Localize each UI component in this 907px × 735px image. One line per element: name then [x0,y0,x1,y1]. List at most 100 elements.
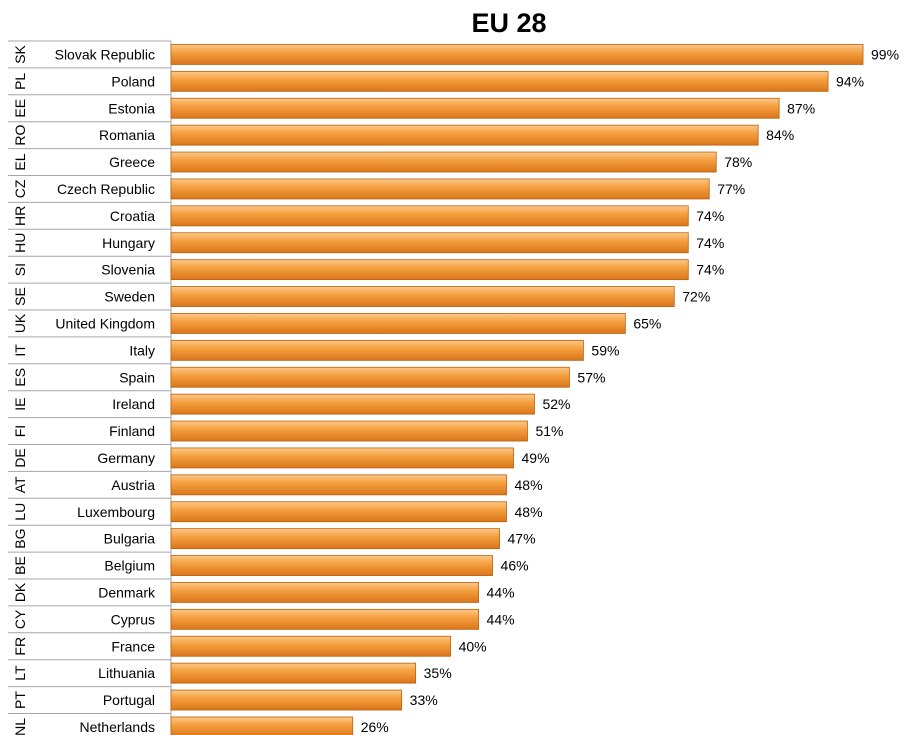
bar [170,151,717,173]
country-code-label: IT [12,344,28,357]
country-code-label: HR [12,206,28,226]
value-label: 48% [515,504,543,520]
value-label: 99% [871,46,899,62]
value-label: 47% [508,531,536,547]
category-label: Luxembourg [77,504,155,520]
value-label: 44% [487,584,515,600]
country-code-label: IE [12,398,28,411]
bar [170,313,626,334]
country-code-label: CY [12,609,28,629]
bar [170,555,493,576]
category-label: Finland [109,423,155,439]
category-label: Romania [99,127,155,143]
value-label: 51% [535,423,563,439]
category-label: Portugal [103,692,155,708]
value-label: 35% [424,665,452,681]
bar [170,70,829,92]
value-label: 57% [577,369,605,385]
category-label: Ireland [112,396,155,412]
category-label: Italy [129,342,155,358]
country-code-label: LT [12,665,28,681]
category-label: Czech Republic [57,181,155,197]
category-label: Estonia [108,100,155,116]
bar [170,232,689,254]
category-label-panel: SK Slovak Republic PL Poland EE Estonia RO Roma… [8,40,172,735]
value-label: 52% [542,396,570,412]
country-code-label: PL [12,73,28,90]
category-label: Germany [97,450,155,466]
bar [170,582,479,603]
country-code-label: BG [12,529,28,549]
bar [170,97,780,119]
country-code-label: SE [12,287,28,306]
category-label: Poland [111,73,155,89]
country-code-label: EL [12,153,28,170]
bar [170,501,507,523]
value-label: 94% [836,73,864,89]
value-label: 40% [459,638,487,654]
value-label: 84% [766,127,794,143]
country-code-label: FR [12,637,28,656]
bar [170,393,535,415]
value-label: 48% [515,477,543,493]
country-code-label: AT [12,476,28,493]
country-code-label: DE [12,448,28,467]
category-label: Lithuania [98,665,155,681]
bar [170,420,528,442]
country-code-label: ES [12,368,28,387]
bar [170,44,864,65]
category-label: Slovak Republic [55,46,155,62]
value-label: 59% [591,342,619,358]
value-label: 26% [361,719,389,735]
category-label: Slovenia [101,262,155,278]
value-label: 49% [522,450,550,466]
category-label: Hungary [102,235,155,251]
country-code-label: RO [12,125,28,146]
value-label: 46% [501,558,529,574]
country-code-label: HU [12,233,28,253]
bar [170,716,354,735]
country-code-label: DK [12,582,28,602]
category-label: Bulgaria [104,531,156,547]
value-label: 44% [487,611,515,627]
value-label: 72% [682,289,710,305]
country-code-label: BE [12,556,28,575]
category-label: Belgium [104,558,155,574]
value-label: 65% [633,315,661,331]
category-label: Greece [109,154,155,170]
category-label: Netherlands [80,719,156,735]
value-label: 77% [717,181,745,197]
country-code-label: FI [12,425,28,437]
value-label: 87% [787,100,815,116]
bar [170,124,759,146]
category-label: Croatia [110,208,155,224]
bar [170,447,514,469]
bars-group: 99% 94% 87% 84% 78% 77% 74% 74% 74% 72% 65% 59% 57% 5… [170,44,899,735]
country-code-label: NL [12,718,28,735]
bar [170,528,500,550]
bar [170,689,403,711]
country-code-label: PT [12,691,28,709]
chart-title: EU 28 [471,8,547,38]
country-code-label: UK [12,313,28,333]
country-code-label: SI [12,263,28,276]
bar [170,205,689,227]
bar [170,178,710,200]
category-label: United Kingdom [55,315,155,331]
value-label: 74% [696,235,724,251]
country-code-label: EE [12,99,28,118]
category-label: Spain [119,369,155,385]
country-code-label: CZ [12,179,28,198]
bar [170,608,479,630]
country-code-label: LU [12,503,28,521]
category-label: Austria [111,477,155,493]
bar [170,366,570,388]
bar [170,474,507,496]
bar [170,662,417,684]
value-label: 74% [696,208,724,224]
value-label: 74% [696,262,724,278]
category-label: Denmark [98,584,156,600]
bar [170,286,675,307]
bar [170,339,584,361]
